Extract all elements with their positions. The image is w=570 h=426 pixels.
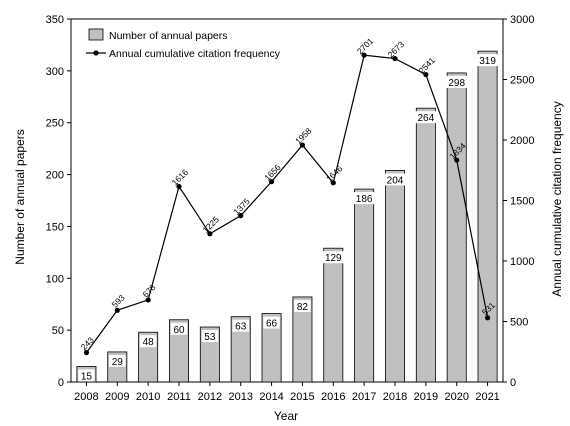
legend-bar-label: Number of annual papers xyxy=(109,30,228,42)
y2-tick-label: 3000 xyxy=(510,14,534,26)
bar-label-background xyxy=(476,54,499,67)
line-data-label: 593 xyxy=(110,292,127,309)
bar xyxy=(415,107,436,383)
x-tick-label: 2014 xyxy=(259,391,283,403)
y-tick-label: 150 xyxy=(46,221,64,233)
bar-data-label: 29 xyxy=(112,357,124,368)
y-tick-label: 0 xyxy=(58,377,64,389)
bar xyxy=(292,296,313,383)
bar-data-label: 15 xyxy=(81,371,93,382)
bar xyxy=(477,50,498,383)
line-point xyxy=(330,180,336,186)
axes xyxy=(67,18,507,386)
bar-data-label: 298 xyxy=(448,78,465,89)
x-tick-label: 2016 xyxy=(321,391,345,403)
y-tick-label: 350 xyxy=(46,14,64,26)
line-point xyxy=(454,157,460,163)
line-point xyxy=(361,52,367,58)
x-tick-label: 2013 xyxy=(228,391,252,403)
x-tick-label: 2011 xyxy=(167,391,191,403)
bar-data-label: 48 xyxy=(143,337,155,348)
bar-label-background xyxy=(383,173,407,186)
y-axis-label: Number of annual papers xyxy=(13,129,27,264)
line-point xyxy=(145,297,151,303)
x-tick-label: 2018 xyxy=(383,391,407,403)
bar-data-label: 264 xyxy=(418,113,435,124)
line-point xyxy=(392,55,398,62)
bar xyxy=(230,316,251,383)
line-point xyxy=(238,213,244,219)
line-point xyxy=(484,315,491,321)
line-point xyxy=(299,142,306,148)
bar-data-label: 82 xyxy=(297,302,309,313)
line-data-label: 678 xyxy=(140,282,157,299)
x-axis-label: Year xyxy=(274,409,298,421)
bar-label-background xyxy=(170,322,188,335)
y-tick-label: 100 xyxy=(46,273,64,285)
y-tick-label: 50 xyxy=(52,325,64,337)
y2-tick-label: 2000 xyxy=(510,135,534,147)
line-point xyxy=(207,231,213,237)
bar-data-label: 129 xyxy=(325,253,342,264)
bar-series: 15 29 48 60 53 63 66 82 129 186 204 264 298 319 xyxy=(76,50,499,383)
bar-label-background xyxy=(321,251,345,264)
bar-data-label: 204 xyxy=(387,175,404,186)
bar xyxy=(323,247,344,383)
y-tick-label: 200 xyxy=(46,170,64,182)
y2-tick-label: 2500 xyxy=(510,75,534,87)
bar-label-background xyxy=(232,319,249,332)
tick-labels: 0 50 100 150 200 250 300 350 0 500 1000 1500 2000 250… xyxy=(46,14,535,403)
x-tick-label: 2021 xyxy=(475,391,499,403)
bar-data-label: 53 xyxy=(204,332,216,343)
bar-data-label: 60 xyxy=(173,325,185,336)
legend: Number of annual papers Annual cumulativ… xyxy=(86,28,281,60)
line-point xyxy=(114,307,120,313)
bar-label-background xyxy=(78,369,95,382)
bar-label-background xyxy=(109,354,126,367)
bar-data-label: 186 xyxy=(356,194,373,205)
x-tick-label: 2009 xyxy=(105,391,129,403)
legend-line-marker xyxy=(93,50,99,56)
bar-data-label: 66 xyxy=(266,319,278,330)
bar-label-background xyxy=(294,299,311,312)
x-tick-label: 2010 xyxy=(136,391,160,403)
bar-label-background xyxy=(139,335,157,348)
bar-label-background xyxy=(201,330,219,343)
x-tick-label: 2012 xyxy=(198,391,222,403)
x-tick-label: 2015 xyxy=(290,391,314,403)
y2-tick-label: 0 xyxy=(510,377,516,389)
y-tick-label: 300 xyxy=(46,66,64,78)
bar-data-label: 319 xyxy=(479,56,496,67)
x-tick-label: 2017 xyxy=(352,391,376,403)
bar xyxy=(354,188,375,383)
legend-bar-swatch xyxy=(88,28,104,41)
y-tick-label: 250 xyxy=(46,118,64,130)
x-tick-label: 2020 xyxy=(444,391,468,403)
legend-line-label: Annual cumulative citation frequency xyxy=(109,48,281,60)
bar-label-background xyxy=(414,111,438,124)
bar xyxy=(446,72,467,383)
y2-axis-label: Annual cumulative citation frequency xyxy=(550,101,564,296)
bar xyxy=(169,319,189,383)
bar-label-background xyxy=(445,75,469,88)
y2-tick-label: 500 xyxy=(510,317,528,329)
y2-tick-label: 1000 xyxy=(510,256,534,268)
x-tick-label: 2008 xyxy=(74,391,98,403)
bar-label-background xyxy=(263,316,280,329)
bar xyxy=(385,170,405,383)
line-point xyxy=(423,71,429,78)
bar xyxy=(261,313,282,383)
line-point xyxy=(83,349,90,356)
bar-label-background xyxy=(352,192,376,205)
line-data-label: 243 xyxy=(79,335,96,352)
line-point xyxy=(268,179,275,185)
citation-line xyxy=(85,54,489,353)
x-tick-label: 2019 xyxy=(414,391,438,403)
line-point xyxy=(176,183,182,190)
bar-data-label: 63 xyxy=(235,322,247,333)
y2-tick-label: 1500 xyxy=(510,196,534,208)
